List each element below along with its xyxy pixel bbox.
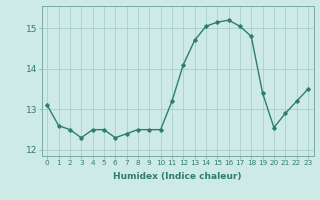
X-axis label: Humidex (Indice chaleur): Humidex (Indice chaleur) <box>113 172 242 181</box>
